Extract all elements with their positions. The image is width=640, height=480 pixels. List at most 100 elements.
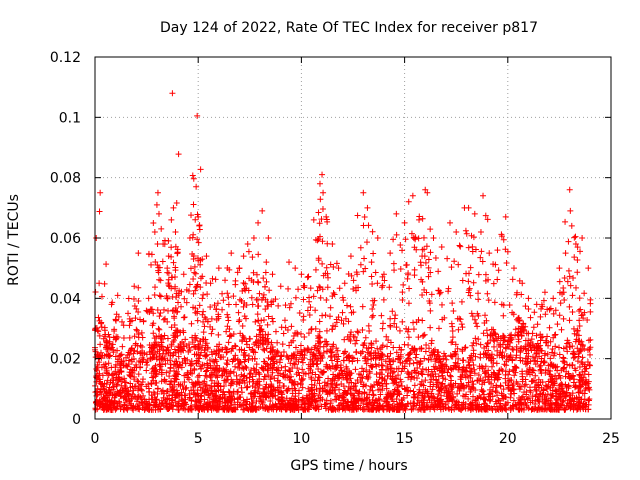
data-point	[472, 246, 479, 253]
data-point	[555, 393, 562, 400]
y-tick-label: 0	[72, 412, 81, 428]
data-point	[483, 327, 490, 334]
data-point	[139, 402, 146, 409]
data-point	[168, 386, 175, 393]
data-point	[177, 345, 184, 352]
data-point	[426, 345, 433, 352]
data-point	[469, 243, 476, 250]
data-point	[368, 401, 375, 408]
data-point	[234, 357, 241, 364]
data-point	[135, 297, 142, 304]
data-point	[396, 391, 403, 398]
data-point	[564, 278, 571, 285]
data-point	[355, 284, 362, 291]
data-point	[361, 213, 368, 220]
data-point-peak	[160, 241, 167, 248]
data-point-peak	[401, 219, 408, 226]
data-point	[330, 290, 337, 297]
data-point	[521, 389, 528, 396]
data-point	[309, 351, 316, 358]
data-point	[495, 341, 502, 348]
data-point	[308, 326, 315, 333]
data-point	[408, 406, 415, 413]
data-point	[285, 367, 292, 374]
data-point	[553, 375, 560, 382]
data-point	[558, 381, 565, 388]
data-point	[563, 393, 570, 400]
data-point	[271, 375, 278, 382]
data-point	[279, 341, 286, 348]
data-point	[125, 295, 132, 302]
data-point	[478, 248, 485, 255]
x-tick-label: 20	[499, 431, 517, 447]
data-point	[537, 342, 544, 349]
data-point	[432, 255, 439, 262]
data-point	[339, 309, 346, 316]
data-point	[540, 297, 547, 304]
data-point-peak	[222, 277, 229, 284]
data-point	[256, 322, 263, 329]
data-point	[326, 313, 333, 320]
data-point	[272, 392, 279, 399]
data-point	[125, 388, 132, 395]
data-point	[363, 373, 370, 380]
data-point	[494, 347, 501, 354]
data-point	[459, 324, 466, 331]
data-point	[507, 377, 514, 384]
data-point	[339, 397, 346, 404]
data-point-peak	[430, 235, 437, 241]
data-point	[224, 403, 231, 410]
data-point	[265, 354, 272, 361]
data-point	[112, 353, 119, 360]
data-point	[299, 359, 306, 366]
x-axis-label: GPS time / hours	[290, 458, 407, 474]
data-point	[129, 367, 136, 374]
data-point	[484, 290, 491, 297]
data-point	[513, 352, 520, 359]
data-point	[350, 383, 357, 390]
y-tick-label: 0.08	[50, 171, 81, 187]
data-point	[579, 341, 586, 348]
data-point	[366, 391, 373, 398]
data-point	[252, 318, 259, 325]
data-point-peak	[465, 204, 472, 211]
data-point	[463, 391, 470, 398]
data-point	[248, 395, 255, 402]
data-point	[193, 335, 200, 342]
data-point	[418, 370, 425, 377]
data-point	[101, 280, 108, 287]
data-point	[312, 325, 319, 332]
data-point	[393, 231, 400, 238]
data-point	[360, 268, 367, 275]
data-point	[435, 325, 442, 332]
data-point	[569, 372, 576, 379]
data-point	[490, 330, 497, 337]
data-point	[150, 310, 157, 317]
data-point	[256, 371, 263, 378]
data-point	[397, 266, 404, 273]
data-point	[290, 337, 297, 344]
data-point	[561, 406, 568, 413]
data-point	[315, 332, 322, 339]
data-point	[365, 322, 372, 329]
data-point-peak	[579, 235, 586, 241]
data-point	[178, 364, 185, 371]
data-point	[170, 402, 177, 409]
data-point	[160, 356, 167, 363]
data-point	[291, 361, 298, 368]
data-point	[319, 238, 326, 245]
data-point	[387, 350, 394, 357]
data-point	[390, 357, 397, 364]
data-point	[264, 335, 271, 342]
data-point	[529, 353, 536, 360]
data-point	[294, 365, 301, 372]
data-point	[395, 389, 402, 396]
data-point	[195, 257, 202, 264]
data-point	[497, 383, 504, 390]
data-point	[284, 326, 291, 333]
data-point	[379, 325, 386, 332]
data-point	[117, 392, 124, 399]
data-point	[156, 313, 163, 320]
data-point	[268, 301, 275, 308]
